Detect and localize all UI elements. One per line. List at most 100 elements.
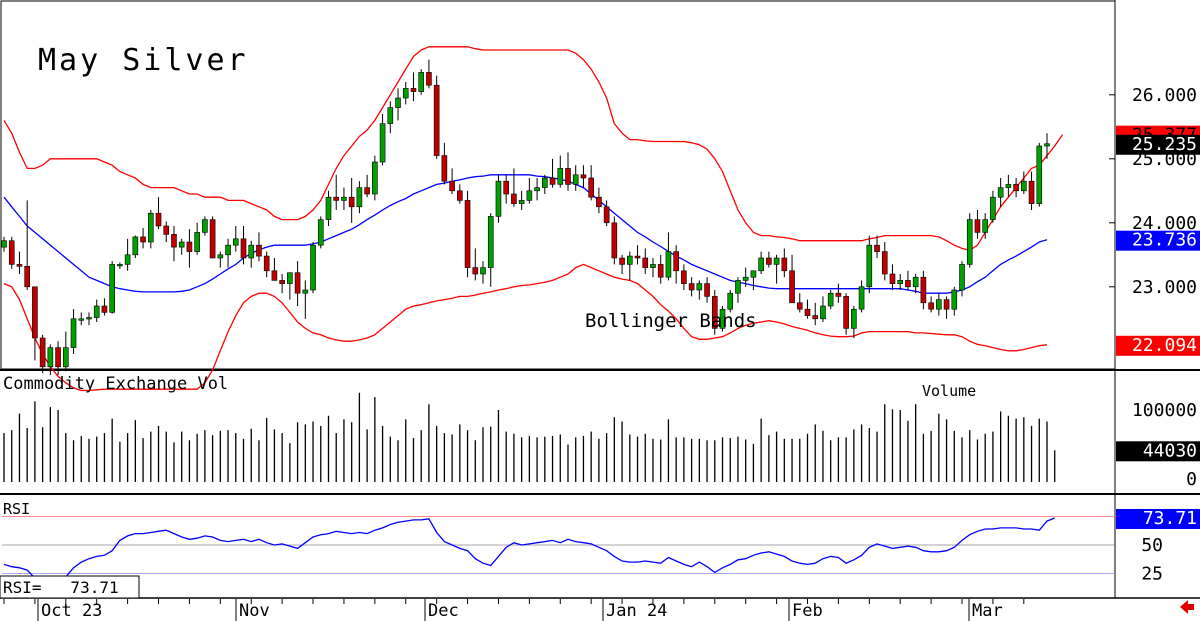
candle-body bbox=[1013, 184, 1019, 192]
candle-body bbox=[711, 296, 718, 329]
candle-body bbox=[78, 318, 85, 321]
candle-body bbox=[132, 236, 139, 256]
candle-body bbox=[781, 257, 788, 272]
candle-body bbox=[936, 299, 942, 310]
last-price-value: 25.235 bbox=[1132, 134, 1197, 155]
price-tick-label: 26.000 bbox=[1132, 85, 1197, 106]
candle-body bbox=[534, 187, 540, 192]
candle-body bbox=[433, 84, 440, 156]
candle-body bbox=[588, 177, 594, 198]
candle-body bbox=[804, 308, 811, 316]
scroll-back-arrow-icon[interactable] bbox=[1178, 598, 1196, 616]
candle-body bbox=[279, 280, 285, 284]
lower-band-line bbox=[3, 263, 1048, 392]
candle-body bbox=[673, 251, 679, 272]
candle-body bbox=[827, 292, 834, 307]
rsi-last-value: 73.71 bbox=[1143, 508, 1197, 529]
candle-body bbox=[155, 212, 162, 227]
rsi-reference-lines bbox=[2, 516, 1115, 574]
candle-body bbox=[8, 240, 15, 265]
volume-annotation: Volume bbox=[922, 382, 976, 400]
volume-tick-label: 100000 bbox=[1132, 400, 1197, 421]
candle-body bbox=[39, 337, 46, 368]
candle-body bbox=[796, 302, 803, 310]
month-label: Jan 24 bbox=[606, 601, 667, 621]
candle-body bbox=[665, 251, 672, 278]
candle-body bbox=[163, 225, 170, 235]
volume-bars bbox=[3, 392, 1056, 482]
candle-body bbox=[758, 257, 764, 272]
candle-body bbox=[209, 219, 216, 259]
candle-body bbox=[1028, 180, 1035, 204]
middle-band-line bbox=[3, 174, 1048, 294]
volume-last-value: 44030 bbox=[1143, 440, 1197, 461]
candle-body bbox=[480, 267, 486, 275]
candle-body bbox=[526, 190, 533, 201]
candle-body bbox=[897, 280, 904, 284]
candle-body bbox=[333, 196, 340, 201]
rsi-tick-label: 25 bbox=[1141, 564, 1163, 585]
candle-body bbox=[634, 255, 641, 259]
candle-body bbox=[341, 196, 347, 201]
candle-body bbox=[920, 276, 927, 304]
candle-body bbox=[511, 193, 517, 204]
candle-body bbox=[565, 168, 571, 185]
candle-body bbox=[294, 272, 301, 294]
rsi-readout-box bbox=[0, 575, 140, 599]
candle-body bbox=[217, 254, 224, 259]
candle-body bbox=[619, 257, 625, 265]
candle-body bbox=[997, 187, 1004, 198]
candle-body bbox=[951, 289, 958, 310]
candle-body bbox=[681, 270, 687, 284]
candle-body bbox=[1005, 184, 1012, 188]
candle-body bbox=[766, 257, 772, 265]
candle-body bbox=[982, 219, 988, 233]
candle-body bbox=[194, 232, 200, 252]
candle-body bbox=[379, 123, 386, 163]
candle-body bbox=[881, 251, 888, 275]
candle-body bbox=[418, 72, 425, 92]
candle-body bbox=[851, 308, 857, 329]
rsi-line-group bbox=[3, 517, 1055, 587]
candle-body bbox=[688, 283, 695, 291]
candle-body bbox=[843, 296, 849, 329]
candle-body bbox=[742, 276, 749, 281]
candle-body bbox=[503, 180, 509, 195]
candle-body bbox=[603, 206, 610, 224]
month-label: Feb bbox=[792, 601, 823, 621]
middle-band-value: 23.736 bbox=[1132, 230, 1197, 251]
candle-body bbox=[990, 196, 996, 220]
volume-tick-label: 0 bbox=[1186, 469, 1197, 490]
lower-band-value: 22.094 bbox=[1132, 335, 1197, 356]
candle-body bbox=[650, 264, 656, 268]
candle-body bbox=[140, 236, 146, 243]
candle-body bbox=[812, 315, 819, 320]
candle-body bbox=[86, 317, 92, 320]
time-axis: Oct 23 Nov Dec Jan 24 Feb Mar bbox=[3, 599, 1025, 621]
candle-body bbox=[943, 299, 950, 310]
middle-band-value-bg bbox=[1116, 230, 1200, 251]
candle-body bbox=[495, 180, 502, 217]
rsi-line bbox=[3, 517, 1055, 587]
candle-body bbox=[426, 72, 432, 86]
volume-last-value-bg bbox=[1116, 441, 1200, 462]
candle-body bbox=[611, 222, 618, 259]
candle-body bbox=[789, 270, 795, 304]
candle-body bbox=[866, 244, 873, 288]
candle-body bbox=[874, 244, 880, 252]
volume-axis: 100000 0 44030 bbox=[1116, 400, 1200, 490]
candle-body bbox=[719, 308, 726, 329]
candle-body bbox=[271, 270, 278, 281]
candle-body bbox=[704, 283, 710, 297]
candle-body bbox=[626, 255, 633, 265]
candle-body bbox=[457, 190, 463, 201]
candle-body bbox=[124, 254, 131, 265]
candle-body bbox=[449, 180, 455, 192]
candle-body bbox=[325, 196, 332, 220]
candle-body bbox=[364, 187, 370, 195]
candle-body bbox=[858, 286, 865, 310]
month-label: Dec bbox=[428, 601, 459, 621]
candle-body bbox=[441, 155, 448, 182]
candle-body bbox=[101, 305, 108, 313]
candle-body bbox=[63, 347, 69, 368]
